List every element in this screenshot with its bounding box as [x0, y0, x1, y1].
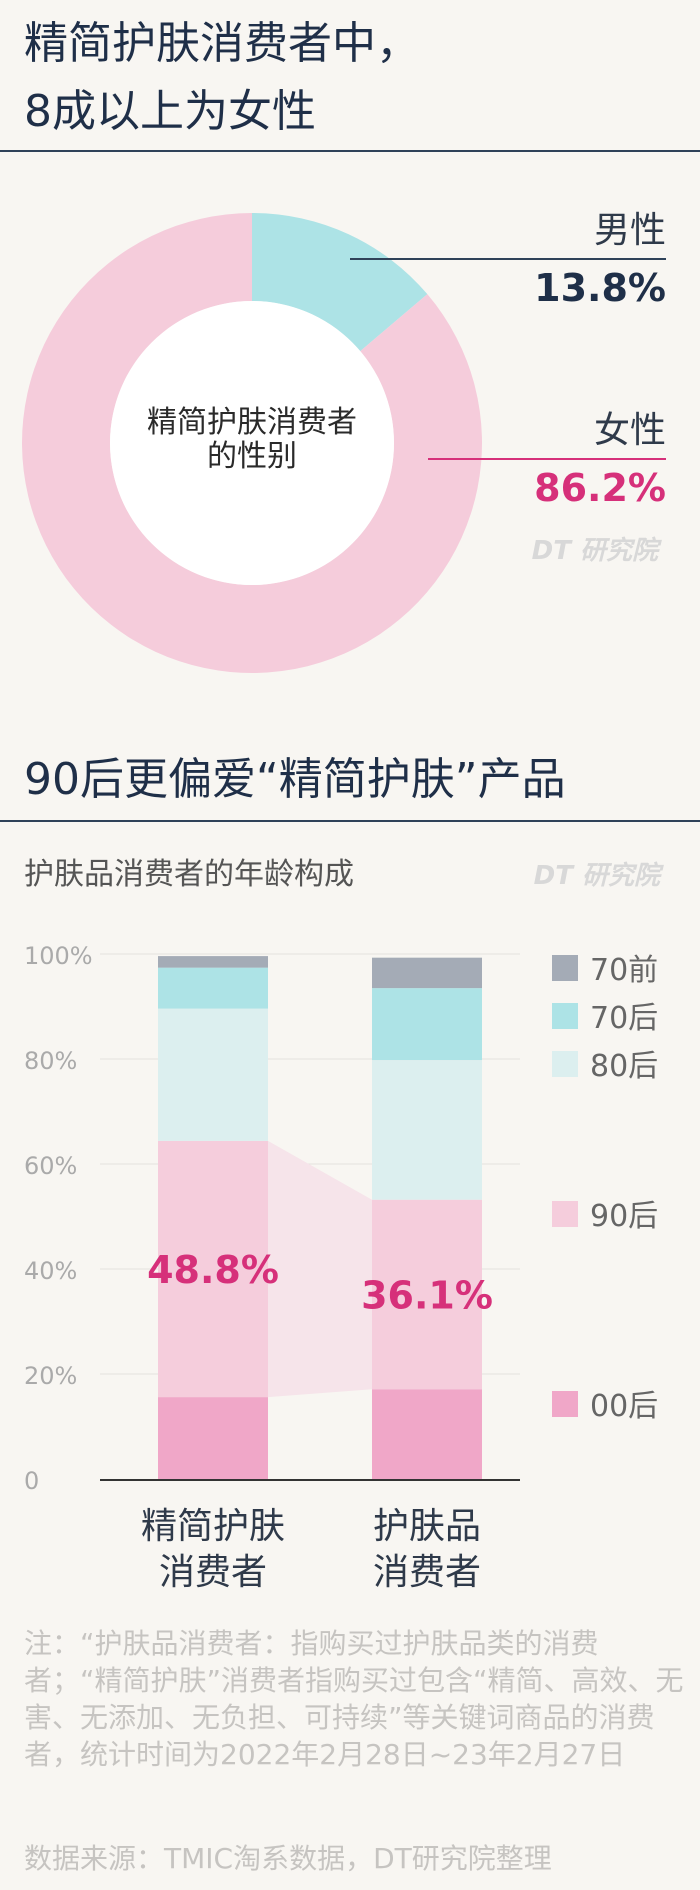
- legend-label: 70前: [590, 953, 658, 988]
- donut-slice-male: [252, 213, 428, 352]
- bar-segment-90后: [372, 1199, 482, 1390]
- chart-subtitle: 护肤品消费者的年龄构成: [24, 857, 354, 892]
- footnote: 注：“护肤品消费者：指购买过护肤品类的消费者；“精简护肤”消费者指购买过包含“精…: [24, 1627, 684, 1771]
- watermark-logo-2: DT 研究院: [534, 861, 664, 891]
- y-tick-label: 0: [24, 1467, 39, 1495]
- legend-label: 90后: [590, 1199, 658, 1234]
- y-tick-label: 20%: [24, 1362, 77, 1390]
- male-label: 男性: [594, 210, 666, 251]
- bar-segment-70后: [158, 967, 268, 1009]
- legend: 00后 90后 80后 70后 70前: [552, 953, 658, 1424]
- connector-band-layer: [268, 1140, 372, 1398]
- legend-label: 70后: [590, 1001, 658, 1036]
- x-category-label: 消费者: [159, 1552, 267, 1593]
- bar-value-label: 48.8%: [147, 1248, 279, 1292]
- gender-donut-chart: 精简护肤消费者 的性别 男性 13.8% 女性 86.2% DT 研究院: [22, 210, 666, 673]
- bar-segment-00后: [158, 1397, 268, 1479]
- donut-slices: [22, 213, 483, 673]
- bar-segment-80后: [372, 1060, 482, 1200]
- section1-title-line2: 8成以上为女性: [24, 86, 316, 137]
- donut-center-label-line1: 精简护肤消费者: [147, 405, 357, 440]
- legend-swatch: [552, 955, 578, 981]
- age-composition-chart: 护肤品消费者的年龄构成 DT 研究院 0 20% 40% 60% 80% 100% 48.…: [24, 857, 664, 1593]
- bar-segment-70前: [372, 957, 482, 989]
- bar-segment-80后: [158, 1008, 268, 1141]
- legend-swatch: [552, 1201, 578, 1227]
- x-category-label: 精简护肤: [141, 1506, 285, 1547]
- donut-hole: [110, 301, 394, 585]
- section2-divider: [0, 820, 700, 822]
- x-category-label: 护肤品: [373, 1506, 481, 1547]
- legend-label: 80后: [590, 1049, 658, 1084]
- bar-segment-70前: [158, 956, 268, 968]
- watermark-logo-1: DT 研究院: [532, 536, 662, 566]
- y-tick-label: 100%: [24, 942, 93, 970]
- y-tick-label: 40%: [24, 1257, 77, 1285]
- bar-segment-70后: [372, 988, 482, 1061]
- section2-title: 90后更偏爱“精简护肤”产品: [24, 754, 566, 805]
- y-tick-label: 60%: [24, 1152, 77, 1180]
- female-label: 女性: [594, 410, 666, 451]
- donut-center-label-line2: 的性别: [207, 439, 297, 474]
- data-source: 数据来源：TMIC淘系数据，DT研究院整理: [24, 1842, 552, 1875]
- x-category-label: 消费者: [373, 1552, 481, 1593]
- legend-swatch: [552, 1051, 578, 1077]
- legend-swatch: [552, 1391, 578, 1417]
- connector-band-90s: [268, 1140, 372, 1398]
- donut-slice-female: [22, 213, 483, 673]
- bar-value-label: 36.1%: [361, 1273, 493, 1317]
- section1-title-line1: 精简护肤消费者中，: [24, 18, 420, 69]
- y-tick-label: 80%: [24, 1047, 77, 1075]
- bar-segment-00后: [372, 1389, 482, 1479]
- legend-swatch: [552, 1003, 578, 1029]
- legend-label: 00后: [590, 1389, 658, 1424]
- bar-segment-90后: [158, 1140, 268, 1398]
- grid-layer: 0 20% 40% 60% 80% 100%: [24, 942, 520, 1495]
- female-value: 86.2%: [534, 466, 666, 510]
- bars-layer: [158, 956, 482, 1479]
- male-value: 13.8%: [534, 266, 666, 310]
- labels-layer: 48.8% 36.1% 精简护肤消费者 护肤品消费者: [141, 1248, 493, 1593]
- section1-divider: [0, 150, 700, 152]
